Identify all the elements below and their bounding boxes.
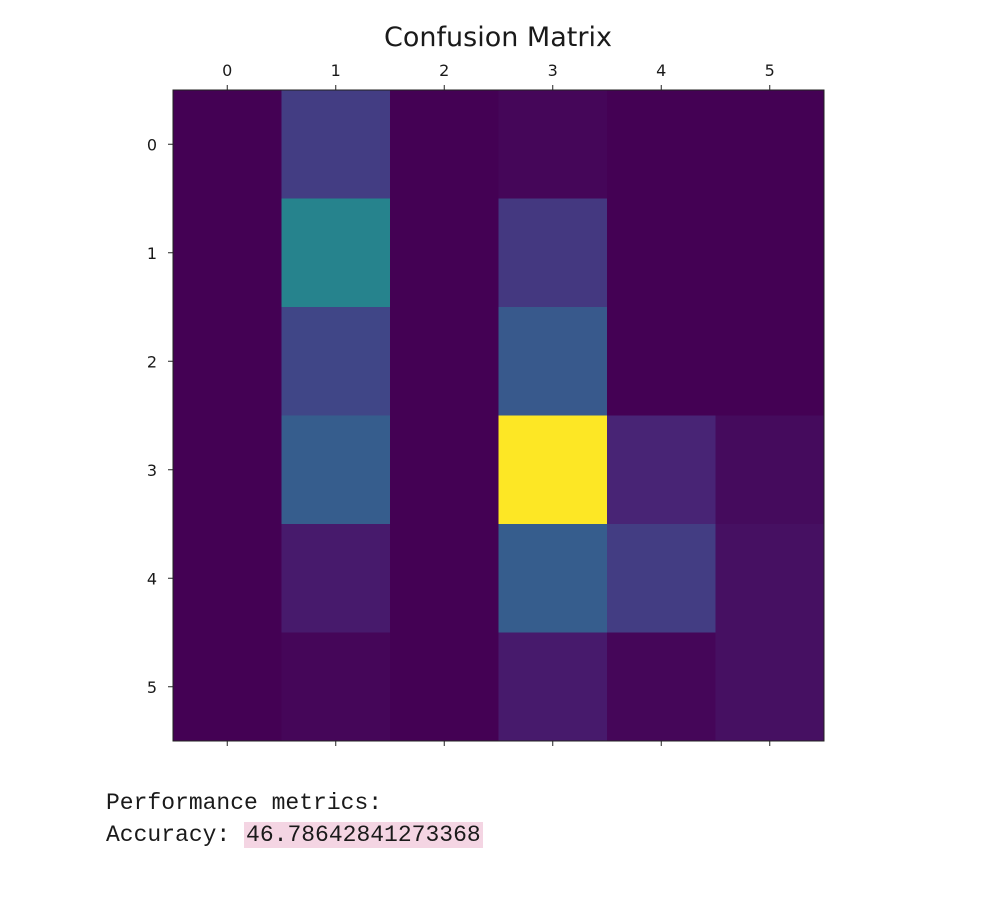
heatmap-cell-r0-c4	[607, 90, 716, 199]
heatmap-cell-r2-c5	[715, 307, 825, 416]
heatmap-cell-r4-c1	[281, 524, 391, 633]
heatmap-cell-r3-c4	[607, 415, 716, 525]
heatmap-cells	[173, 90, 825, 742]
heatmap-cell-r0-c3	[498, 90, 608, 199]
y-tick-label-5: 5	[147, 678, 157, 697]
x-tick-label-1: 1	[331, 61, 341, 80]
heatmap-cell-r0-c1	[281, 90, 391, 199]
heatmap-cell-r3-c1	[281, 415, 391, 525]
y-tick-label-0: 0	[147, 135, 157, 154]
y-axis-ticks: 0 1 2 3 4 5	[147, 135, 173, 697]
y-tick-label-3: 3	[147, 461, 157, 480]
heatmap-cell-r1-c4	[607, 198, 716, 308]
heatmap-cell-r0-c0	[173, 90, 282, 199]
x-tick-label-3: 3	[548, 61, 558, 80]
heatmap-cell-r1-c1	[281, 198, 391, 308]
x-tick-label-0: 0	[222, 61, 232, 80]
heatmap-cell-r2-c2	[390, 307, 499, 416]
cell-output: Performance metrics: Accuracy: 46.786428…	[106, 787, 483, 851]
chart-title: Confusion Matrix	[384, 22, 612, 53]
y-tick-label-4: 4	[147, 569, 157, 588]
accuracy-label: Accuracy:	[106, 822, 245, 848]
x-axis-ticks: 0 1 2 3 4 5	[222, 61, 775, 746]
heatmap-cell-r1-c3	[498, 198, 608, 308]
heatmap-cell-r1-c2	[390, 198, 499, 308]
heatmap-cell-r5-c0	[173, 632, 282, 742]
x-tick-label-2: 2	[439, 61, 449, 80]
x-tick-label-5: 5	[765, 61, 775, 80]
heatmap-cell-r4-c5	[715, 524, 825, 633]
heatmap-cell-r0-c2	[390, 90, 499, 199]
heatmap-cell-r2-c0	[173, 307, 282, 416]
heatmap-cell-r4-c3	[498, 524, 608, 633]
heatmap-cell-r3-c2	[390, 415, 499, 525]
heatmap-cell-r5-c2	[390, 632, 499, 742]
heatmap-cell-r5-c3	[498, 632, 608, 742]
heatmap-cell-r5-c1	[281, 632, 391, 742]
heatmap-cell-r5-c5	[715, 632, 825, 742]
heatmap-cell-r4-c2	[390, 524, 499, 633]
y-tick-label-2: 2	[147, 352, 157, 371]
heatmap-cell-r2-c4	[607, 307, 716, 416]
metrics-heading: Performance metrics:	[106, 790, 383, 816]
confusion-matrix-chart: Confusion Matrix 0 1 2 3 4 5 0 1 2 3 4 5	[147, 22, 825, 746]
heatmap-cell-r2-c1	[281, 307, 391, 416]
heatmap-cell-r5-c4	[607, 632, 716, 742]
x-tick-label-4: 4	[656, 61, 666, 80]
heatmap-cell-r1-c0	[173, 198, 282, 308]
heatmap-cell-r4-c0	[173, 524, 282, 633]
heatmap-cell-r0-c5	[715, 90, 825, 199]
plot-frame	[172, 89, 825, 742]
heatmap-cell-r3-c3	[498, 415, 608, 525]
heatmap-cell-r3-c0	[173, 415, 282, 525]
y-tick-label-1: 1	[147, 244, 157, 263]
heatmap-cell-r3-c5	[715, 415, 825, 525]
heatmap-cell-r1-c5	[715, 198, 825, 308]
accuracy-value: 46.78642841273368	[244, 822, 483, 848]
heatmap-cell-r2-c3	[498, 307, 608, 416]
heatmap-cell-r4-c4	[607, 524, 716, 633]
